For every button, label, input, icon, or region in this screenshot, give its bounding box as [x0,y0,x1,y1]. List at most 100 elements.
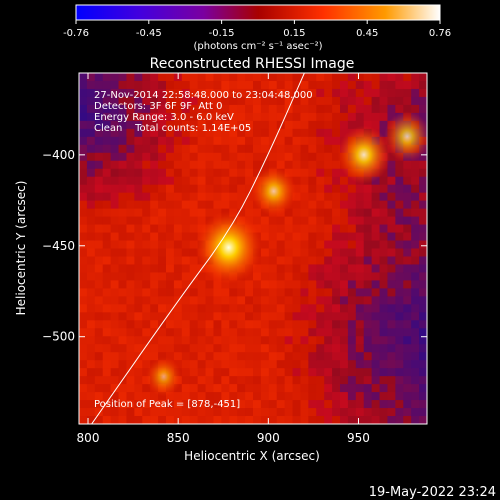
heatmap-cell [379,328,389,337]
heatmap-cell [371,200,381,210]
heatmap-cell [379,400,389,409]
heatmap-cell [166,344,175,353]
heatmap-cell [276,328,286,337]
heatmap-cell [118,80,128,90]
heatmap-cell [94,200,104,210]
heatmap-cell [260,328,270,337]
heatmap-cell [308,360,317,369]
heatmap-cell [221,120,230,130]
heatmap-cell [395,184,404,194]
heatmap-cell [110,368,120,377]
heatmap-cell [197,416,207,424]
heatmap-cell [379,192,389,202]
heatmap-cell [150,336,159,345]
heatmap-cell [268,416,278,424]
heatmap-cell [268,408,278,417]
heatmap-cell [126,280,135,289]
heatmap-cell [268,112,278,122]
heatmap-cell [245,312,254,321]
heatmap-cell [118,152,128,162]
heatmap-cell [158,216,167,226]
heatmap-cell [79,112,88,122]
heatmap-cell [134,176,143,186]
heatmap-cell [229,288,238,297]
heatmap-cell [118,376,128,385]
heatmap-cell [229,384,238,393]
heatmap-cell [102,200,112,210]
heatmap-cell [79,232,88,242]
heatmap-cell [126,296,135,305]
heatmap-cell [253,272,262,282]
heatmap-cell [150,224,159,234]
heatmap-cell [94,96,104,106]
heatmap-cell [411,376,420,385]
heatmap-cell [411,224,420,234]
heatmap-cell [189,344,199,353]
heatmap-cell [189,136,199,146]
heatmap-cell [403,400,412,409]
heatmap-cell [292,160,302,170]
heatmap-cell [86,328,96,337]
heatmap-cell [347,184,357,194]
heatmap-cell [126,360,135,369]
heatmap-cell [284,296,294,305]
heatmap-cell [387,176,396,186]
heatmap-cell [316,248,325,258]
heatmap-cell [308,208,317,218]
heatmap-cell [316,200,325,210]
heatmap-cell [411,73,420,82]
heatmap-cell [379,408,389,417]
heatmap-cell [86,352,96,361]
colorbar-tick-label: 0.15 [283,28,305,39]
heatmap-cell [379,304,389,313]
heatmap-cell [355,73,365,82]
heatmap-cell [150,152,159,162]
heatmap-cell [110,216,120,226]
heatmap-cell [245,304,254,313]
heatmap-cell [205,352,215,361]
heatmap-cell [166,256,175,266]
heatmap-cell [79,73,88,82]
heatmap-cell [316,232,325,242]
heatmap-cell [332,176,341,186]
heatmap-cell [245,144,254,154]
heatmap-cell [292,152,302,162]
heatmap-cell [221,400,230,409]
heatmap-cell [181,312,191,321]
heatmap-cell [166,73,175,82]
heatmap-cell [371,120,381,130]
x-tick-label: 850 [167,431,190,445]
heatmap-cell [300,152,309,162]
heatmap-cell [363,112,373,122]
heatmap-cell [324,168,333,178]
heatmap-cell [371,176,381,186]
heatmap-cell [79,120,88,130]
x-tick-label: 900 [257,431,280,445]
heatmap-cell [300,320,309,329]
heatmap-cell [411,272,420,282]
heatmap-cell [110,384,120,393]
heatmap-cell [411,312,420,321]
heatmap-cell [181,136,191,146]
heatmap-cell [403,192,412,202]
heatmap-cell [276,96,286,106]
heatmap-cell [332,112,341,122]
heatmap-cell [150,344,159,353]
heatmap-cell [395,80,404,90]
heatmap-cell [205,96,215,106]
heatmap-cell [126,216,135,226]
heatmap-cell [126,384,135,393]
heatmap-cell [411,240,420,250]
heatmap-cell [419,240,427,250]
heatmap-cell [379,368,389,377]
heatmap-cell [79,408,88,417]
heatmap-cell [371,104,381,114]
heatmap-cell [245,376,254,385]
heatmap-cell [395,384,404,393]
heatmap-cell [324,232,333,242]
heatmap-cell [260,320,270,329]
heatmap-cell [86,408,96,417]
heatmap-cell [260,400,270,409]
heatmap-cell [229,304,238,313]
heatmap-cell [126,240,135,250]
